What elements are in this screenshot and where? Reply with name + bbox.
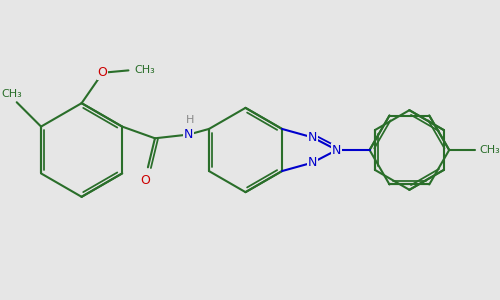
- Text: CH₃: CH₃: [480, 145, 500, 155]
- Text: O: O: [98, 66, 108, 79]
- Text: N: N: [184, 128, 194, 141]
- Text: N: N: [308, 156, 317, 169]
- Text: N: N: [332, 143, 342, 157]
- Text: O: O: [140, 174, 150, 187]
- Text: N: N: [308, 131, 317, 144]
- Text: CH₃: CH₃: [134, 65, 155, 75]
- Text: H: H: [186, 115, 194, 124]
- Text: CH₃: CH₃: [2, 89, 22, 99]
